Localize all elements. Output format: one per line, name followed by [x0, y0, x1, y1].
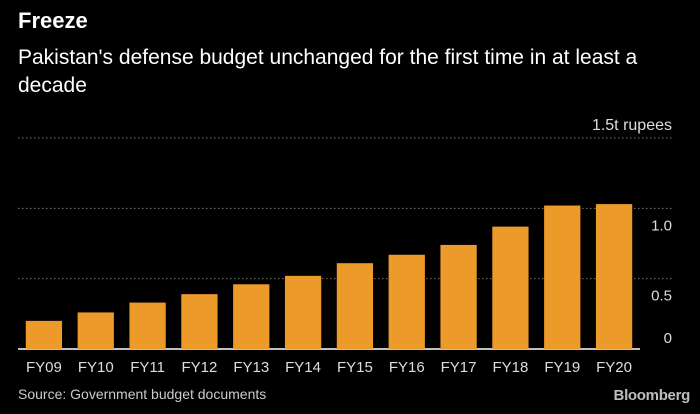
x-tick-label: FY10 — [78, 359, 114, 376]
x-tick-label: FY17 — [441, 359, 477, 376]
x-tick-label: FY16 — [389, 359, 425, 376]
x-tick-label: FY12 — [181, 359, 217, 376]
y-axis-ticks: 0 0.5 1.0 — [651, 217, 672, 347]
bar-fy13 — [233, 284, 270, 349]
y-tick-label: 0.5 — [651, 288, 672, 305]
bar-fy11 — [129, 302, 166, 349]
bar-fy14 — [284, 275, 322, 349]
bar-fy16 — [388, 254, 425, 349]
x-tick-label: FY20 — [596, 359, 632, 376]
y-tick-label: 0 — [664, 330, 672, 347]
x-axis-ticks: FY09 FY10 FY11 FY12 FY13 FY14 FY15 FY16 FY17 FY18… — [26, 359, 632, 376]
bar-fy18 — [492, 226, 529, 349]
bar-fy19 — [544, 205, 581, 349]
chart-title: Freeze — [18, 8, 88, 33]
bar-fy10 — [77, 312, 114, 349]
bar-fy15 — [336, 263, 374, 349]
x-tick-label: FY09 — [26, 359, 62, 376]
bars — [25, 204, 633, 349]
x-tick-label: FY13 — [233, 359, 269, 376]
x-tick-label: FY14 — [285, 359, 321, 376]
x-tick-label: FY11 — [130, 359, 165, 376]
bar-fy17 — [440, 244, 477, 349]
x-tick-label: FY15 — [337, 359, 373, 376]
y-axis-unit-label: 1.5t rupees — [592, 117, 672, 134]
bar-fy09 — [25, 320, 63, 349]
chart-subtitle: Pakistan's defense budget unchanged for … — [18, 46, 638, 97]
bloomberg-logo: Bloomberg — [613, 387, 691, 404]
y-tick-label: 1.0 — [651, 217, 672, 234]
x-tick-label: FY19 — [544, 359, 580, 376]
source-note: Source: Government budget documents — [18, 386, 267, 402]
bar-fy12 — [181, 294, 218, 349]
bar-chart: FY09 FY10 FY11 FY12 FY13 FY14 FY15 FY16 FY17 FY18… — [18, 117, 672, 376]
x-tick-label: FY18 — [492, 359, 528, 376]
bar-fy20 — [595, 204, 633, 349]
